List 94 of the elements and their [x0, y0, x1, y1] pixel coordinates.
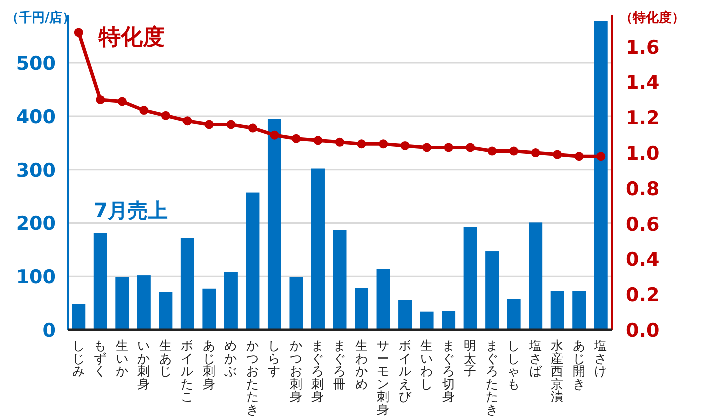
- x-tick-label: まぐろたたき: [486, 338, 499, 417]
- point: [422, 143, 432, 152]
- point: [183, 116, 192, 126]
- x-tick-label: 生いわし: [420, 338, 434, 392]
- point: [488, 146, 497, 156]
- y-tick-label: 500: [16, 53, 56, 76]
- bar: [268, 119, 282, 330]
- x-tick-label: もずく: [94, 338, 108, 379]
- bar: [594, 21, 608, 330]
- x-tick-label: しらす: [268, 338, 282, 379]
- point: [292, 134, 301, 144]
- bar: [72, 304, 86, 330]
- bar: [572, 291, 586, 330]
- point: [466, 143, 476, 152]
- point: [118, 97, 127, 106]
- bar: [137, 276, 151, 330]
- x-tick-label: 塩さば: [528, 338, 544, 379]
- bar: [202, 288, 216, 330]
- series-label: 特化度: [98, 24, 165, 51]
- bar: [376, 269, 390, 330]
- point: [248, 124, 258, 133]
- bar: [290, 277, 304, 330]
- point: [553, 150, 562, 160]
- x-tick-label: まぐろ切身: [442, 338, 456, 404]
- bar: [311, 168, 325, 330]
- bar: [355, 288, 369, 330]
- y-tick-label: 400: [16, 106, 56, 128]
- bar: [464, 227, 478, 330]
- bar: [224, 272, 238, 330]
- point: [140, 106, 149, 116]
- x-tick-label: 水産西京漬: [551, 338, 564, 404]
- y-tick-label: 200: [16, 213, 56, 236]
- x-tick-label: サーモン刺身: [377, 338, 390, 417]
- point: [400, 141, 410, 150]
- bar: [550, 291, 564, 330]
- y2-tick-label: 0.6: [626, 214, 660, 236]
- point: [270, 130, 280, 140]
- x-tick-label: 塩さけ: [594, 338, 608, 379]
- point: [444, 143, 454, 152]
- bar: [159, 292, 173, 330]
- x-tick-label: いか刺身: [138, 338, 151, 392]
- bar: [529, 222, 543, 330]
- y-tick-label: 100: [16, 266, 56, 289]
- y-tick-label: 0: [42, 320, 56, 342]
- point: [357, 140, 366, 149]
- point: [314, 136, 323, 146]
- y2-tick-label: 1.0: [626, 143, 660, 166]
- point: [96, 95, 106, 104]
- x-tick-label: ボイルえび: [398, 338, 413, 404]
- point: [226, 120, 236, 130]
- y2-tick-label: 0.0: [626, 320, 660, 342]
- bar: [180, 238, 194, 330]
- x-tick-label: まぐろ冊: [334, 338, 346, 392]
- bar: [116, 277, 130, 330]
- point: [161, 111, 170, 120]
- point: [74, 28, 84, 38]
- x-tick-label: まぐろ刺身: [312, 338, 325, 404]
- y2-tick-label: 0.8: [626, 178, 660, 200]
- x-tick-label: しじみ: [72, 338, 86, 379]
- x-tick-label: 生あじ: [159, 338, 172, 379]
- y2-tick-label: 0.4: [626, 249, 660, 272]
- x-tick-label: 明太子: [464, 338, 478, 379]
- bar: [333, 230, 347, 330]
- x-tick-label: あじ開き: [572, 338, 586, 392]
- y-axis-title: （千円/店）: [6, 10, 76, 26]
- bar: [442, 311, 456, 330]
- x-tick-label: めかぶ: [224, 338, 238, 379]
- y2-tick-label: 1.4: [626, 72, 660, 94]
- y2-axis-title: （特化度）: [620, 10, 685, 26]
- x-tick-label: かつおたたき: [246, 338, 260, 417]
- bar: [94, 233, 108, 330]
- point: [596, 152, 606, 162]
- y2-tick-label: 0.2: [626, 284, 660, 307]
- x-tick-label: あじ刺身: [202, 338, 216, 392]
- bar: [398, 300, 412, 330]
- bar: [486, 252, 500, 330]
- bar: [420, 312, 434, 330]
- point: [510, 146, 519, 156]
- x-tick-label: 生わかめ: [355, 338, 368, 392]
- point: [531, 148, 540, 158]
- x-tick-label: 生いか: [116, 338, 129, 379]
- point: [336, 138, 344, 147]
- x-tick-label: かつお刺身: [290, 338, 303, 404]
- x-tick-label: ししゃも: [508, 338, 521, 392]
- series-label: 7月売上: [94, 198, 168, 222]
- point: [574, 152, 584, 162]
- y2-tick-label: 1.6: [626, 36, 660, 59]
- bar: [246, 192, 260, 330]
- x-tick-label: ボイルたこ: [181, 338, 194, 404]
- point: [204, 120, 214, 130]
- y2-tick-label: 1.2: [626, 108, 660, 130]
- bar: [507, 299, 521, 330]
- y-tick-label: 300: [16, 160, 56, 182]
- point: [379, 140, 388, 149]
